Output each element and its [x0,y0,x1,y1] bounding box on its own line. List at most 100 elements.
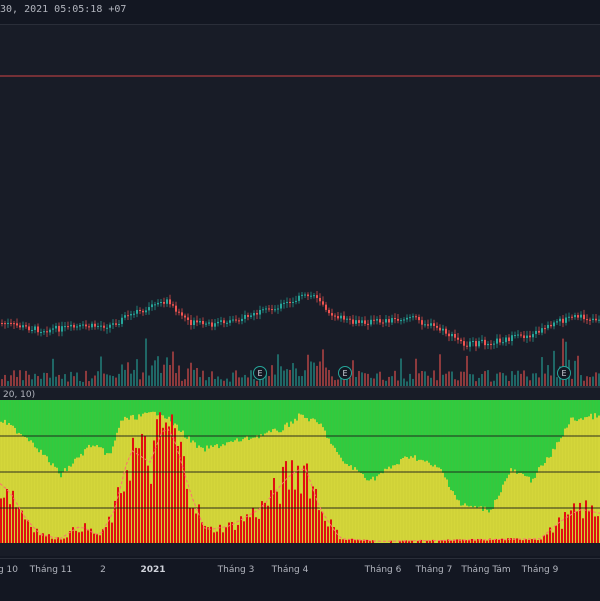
candle-body [535,330,537,335]
red-bar [204,525,206,543]
price-pane[interactable] [0,25,600,386]
candle-body [241,318,243,322]
green-zone-bar [50,400,52,466]
green-zone-bar [488,400,490,513]
candle-body [247,314,249,317]
volume-bar [7,381,9,386]
green-zone-bar [250,400,252,439]
volume-bar [328,369,330,386]
green-zone-bar [236,400,238,439]
volume-bar [94,375,96,386]
green-zone-bar [102,400,104,449]
red-bar [459,539,461,543]
green-zone-bar [234,400,236,441]
candle-body [430,323,432,326]
red-bar [465,540,467,543]
volume-bar [223,380,225,386]
green-zone-bar [322,400,324,428]
volume-bar [88,381,90,386]
red-bar [81,531,83,543]
time-axis[interactable]: g 10 Tháng 11 2 2021 Tháng 3 Tháng 4 Thá… [0,558,600,601]
green-zone-bar [298,400,300,414]
green-zone-bar [166,400,168,419]
candle-body [55,325,57,329]
green-zone-bar [190,400,192,443]
red-bar [42,533,44,543]
red-bar [114,500,116,543]
candle-body [220,320,222,322]
red-bar [69,531,71,543]
candle-body [13,323,15,325]
green-zone-bar [490,400,492,510]
event-marker-icon[interactable]: E [338,366,352,380]
candle-body [103,325,105,328]
red-bar [321,511,323,543]
pane-separator[interactable] [0,386,600,388]
red-bar [507,538,509,543]
volume-bar [529,380,531,386]
green-zone-bar [230,400,232,442]
red-bar [201,522,203,543]
volume-bar [166,357,168,386]
red-bar [210,526,212,543]
green-zone-bar [210,400,212,446]
green-zone-bar [292,400,294,424]
red-bar [408,540,410,543]
volume-bar [319,361,321,386]
green-zone-bar [242,400,244,440]
green-zone-bar [478,400,480,507]
green-zone-bar [192,400,194,441]
volume-bar [175,373,177,386]
volume-bar [100,356,102,386]
volume-bar [97,371,99,386]
green-zone-bar [186,400,188,439]
volume-bar [259,374,261,386]
red-bar [255,517,257,543]
green-zone-bar [462,400,464,506]
red-bar [213,532,215,543]
green-zone-bar [576,400,578,422]
red-bar [390,540,392,543]
green-zone-bar [480,400,482,507]
candle-body [172,304,174,306]
red-bar [498,539,500,543]
volume-bar [535,373,537,386]
volume-bar [160,372,162,386]
green-zone-bar [60,400,62,478]
red-bar [129,480,131,543]
green-zone-bar [548,400,550,458]
volume-bar [475,381,477,386]
red-bar [294,489,296,543]
green-zone-bar [308,400,310,422]
indicator-pane[interactable] [0,388,600,556]
green-zone-bar [108,400,110,454]
green-zone-bar [518,400,520,474]
candle-body [472,341,474,343]
red-bar [480,538,482,543]
event-marker-icon[interactable]: E [557,366,571,380]
green-zone-bar [6,400,8,425]
green-zone-bar [100,400,102,448]
green-zone-bar [146,400,148,414]
green-zone-bar [30,400,32,441]
green-zone-bar [130,400,132,416]
volume-bar [121,364,123,386]
candle-body [589,319,591,321]
volume-bar [19,370,21,386]
green-zone-bar [138,400,140,415]
event-marker-icon[interactable]: E [253,366,267,380]
red-bar [216,531,218,543]
red-bar [57,537,59,543]
indicator-label[interactable]: 20, 10) [3,390,36,400]
volume-bar [580,375,582,386]
green-zone-bar [370,400,372,480]
volume-bar [508,380,510,386]
green-zone-bar [216,400,218,445]
candle-body [547,324,549,329]
green-zone-bar [178,400,180,431]
volume-bar [46,373,48,386]
red-bar [573,503,575,543]
green-zone-bar [524,400,526,476]
candle-body [256,313,258,315]
green-zone-bar [8,400,10,424]
